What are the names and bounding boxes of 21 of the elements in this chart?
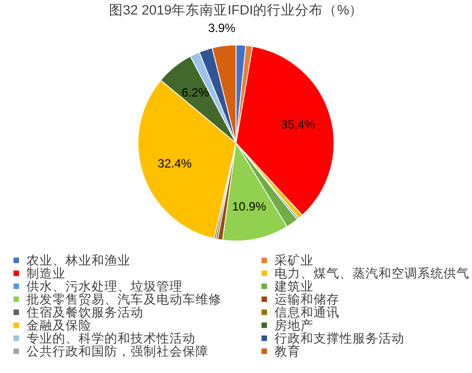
legend-label: 房地产	[274, 317, 314, 332]
legend-label: 电力、煤气、蒸汽和空调系统供气	[274, 266, 470, 280]
legend-label: 信息和通讯	[274, 305, 340, 320]
legend-label: 教育	[274, 343, 300, 358]
data-label: 35.4%	[281, 118, 316, 132]
data-label: 10.9%	[232, 199, 266, 214]
legend-label: 公共行政和国防，强制社会保障	[26, 344, 208, 358]
legend-label: 运输和储存	[274, 292, 340, 306]
legend-label: 建筑业	[274, 279, 314, 294]
legend-label: 行政和支撑性服务活动	[274, 331, 404, 346]
legend-label: 专业的、科学的和技术性活动	[26, 331, 196, 346]
chart-title: 图32 2019年东南亚IFDI的行业分布（%）	[108, 2, 364, 18]
legend-label: 批发零售贸易、汽车及电动车维修	[26, 292, 222, 306]
legend-label: 供水、污水处理、垃圾管理	[26, 279, 182, 294]
legend-label: 制造业	[26, 266, 66, 280]
data-label: 6.2%	[182, 86, 210, 100]
data-label: 32.4%	[158, 156, 192, 171]
legend-label: 农业、林业和渔业	[26, 253, 130, 268]
legend-label: 采矿业	[274, 253, 314, 268]
legend-label: 金融及保险	[26, 318, 92, 332]
data-label: 3.9%	[208, 20, 236, 35]
